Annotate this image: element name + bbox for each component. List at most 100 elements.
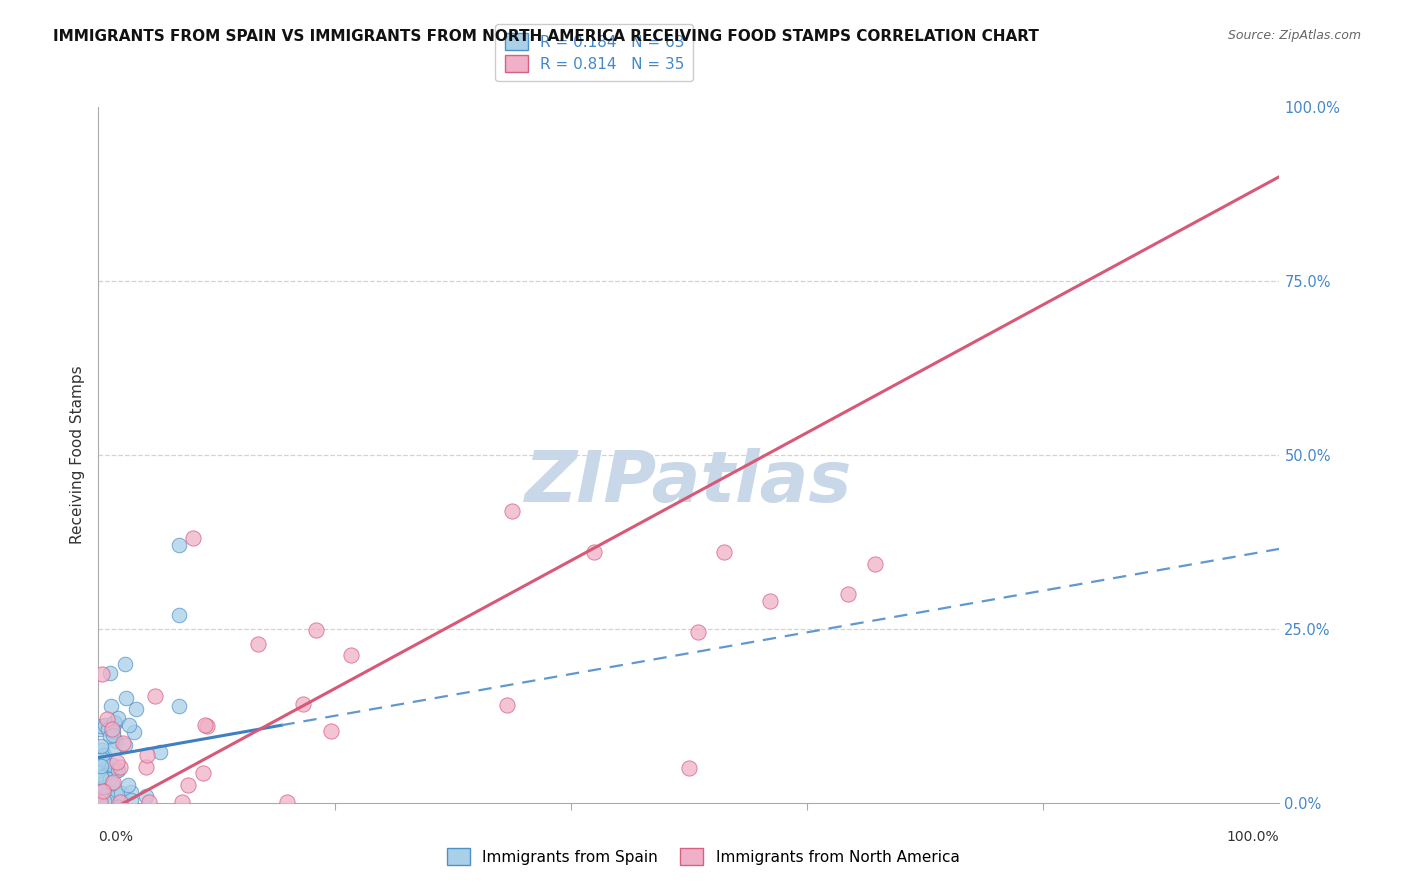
Point (686, 625, 709, 640)
Point (678, 761, 700, 775)
Point (305, 624, 328, 638)
Point (93, 794, 115, 808)
Point (247, 637, 270, 651)
Point (89, 795, 111, 809)
Point (101, 758, 124, 772)
Point (90, 770, 112, 784)
Point (837, 587, 859, 601)
Legend: Immigrants from Spain, Immigrants from North America: Immigrants from Spain, Immigrants from N… (440, 842, 966, 871)
Point (96, 794, 118, 808)
Point (170, 795, 193, 809)
Point (501, 503, 523, 517)
Point (101, 728, 124, 742)
Point (91, 775, 114, 789)
Point (291, 698, 314, 712)
Point (93, 785, 115, 799)
Point (105, 756, 128, 770)
Point (110, 786, 132, 800)
Point (89, 722, 111, 736)
Point (90, 743, 112, 757)
Point (118, 718, 141, 732)
Point (100, 698, 122, 713)
Y-axis label: Receiving Food Stamps: Receiving Food Stamps (70, 366, 86, 544)
Point (122, 724, 145, 739)
Point (149, 746, 172, 760)
Point (114, 738, 136, 752)
Point (91, 764, 114, 778)
Point (107, 788, 129, 802)
Point (107, 711, 129, 725)
Point (101, 776, 124, 790)
Point (167, 538, 190, 552)
Point (96, 712, 118, 726)
Point (90, 719, 112, 733)
Point (135, 789, 157, 803)
Point (104, 734, 127, 748)
Point (143, 689, 166, 703)
Point (125, 702, 148, 716)
Point (104, 786, 127, 800)
Point (101, 723, 124, 738)
Point (89, 783, 111, 797)
Point (93, 780, 115, 794)
Text: Source: ZipAtlas.com: Source: ZipAtlas.com (1227, 29, 1361, 42)
Point (93, 769, 115, 783)
Point (194, 718, 217, 732)
Point (340, 648, 363, 663)
Point (276, 795, 298, 809)
Point (107, 763, 129, 777)
Point (108, 795, 131, 809)
Point (103, 740, 125, 755)
Point (91, 752, 114, 766)
Point (195, 718, 218, 732)
Point (89, 757, 111, 772)
Point (101, 775, 124, 789)
Point (863, 557, 886, 571)
Point (90, 739, 112, 753)
Point (98, 665, 121, 680)
Point (181, 532, 204, 546)
Point (138, 795, 160, 809)
Point (90, 780, 112, 794)
Point (114, 657, 136, 671)
Point (91, 666, 114, 681)
Point (89, 776, 111, 790)
Point (94, 717, 117, 731)
Point (93, 747, 115, 762)
Point (191, 765, 214, 780)
Point (93, 783, 115, 797)
Point (112, 736, 135, 750)
Point (90, 789, 112, 803)
Point (94, 767, 117, 781)
Point (89, 788, 111, 802)
Point (583, 545, 606, 559)
Point (107, 763, 129, 777)
Point (98, 772, 121, 787)
Point (115, 691, 138, 706)
Point (103, 714, 125, 729)
Text: ZIPatlas: ZIPatlas (526, 449, 852, 517)
Point (136, 748, 159, 763)
Point (100, 729, 122, 743)
Point (94, 756, 117, 770)
Text: IMMIGRANTS FROM SPAIN VS IMMIGRANTS FROM NORTH AMERICA RECEIVING FOOD STAMPS COR: IMMIGRANTS FROM SPAIN VS IMMIGRANTS FROM… (53, 29, 1039, 44)
Text: 0.0%: 0.0% (98, 830, 134, 844)
Point (91, 787, 114, 801)
Legend: R = 0.184   N = 63, R = 0.814   N = 35: R = 0.184 N = 63, R = 0.814 N = 35 (495, 24, 693, 81)
Point (89, 789, 111, 803)
Point (104, 716, 127, 731)
Text: 100.0%: 100.0% (1227, 830, 1279, 844)
Point (135, 760, 157, 774)
Point (89, 788, 111, 802)
Point (91, 781, 114, 796)
Point (167, 607, 190, 622)
Point (713, 545, 735, 559)
Point (319, 724, 342, 739)
Point (104, 764, 127, 778)
Point (177, 778, 200, 792)
Point (108, 760, 131, 774)
Point (758, 594, 780, 608)
Point (169, 699, 191, 714)
Point (90, 759, 112, 773)
Point (97, 722, 120, 736)
